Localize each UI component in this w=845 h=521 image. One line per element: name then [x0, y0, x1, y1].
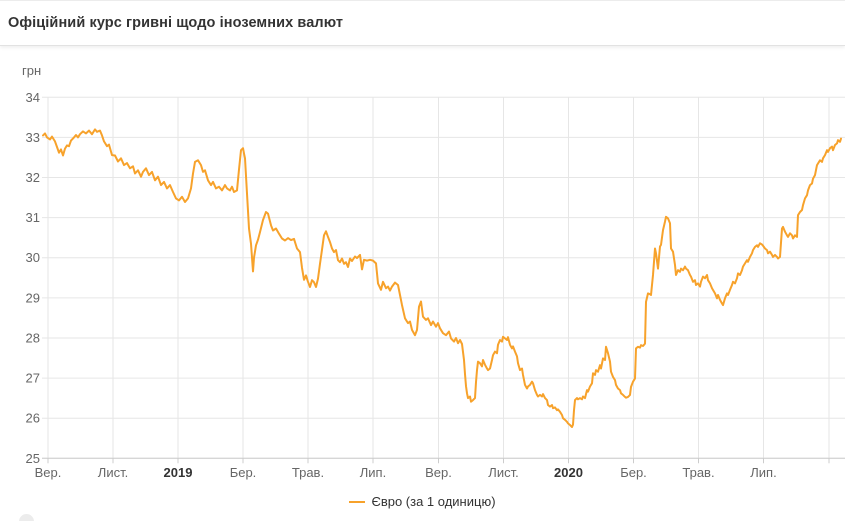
x-axis-label: Трав. [682, 465, 714, 480]
page-title: Офіційний курс гривні щодо іноземних вал… [8, 15, 344, 31]
x-axis-label: Лип. [750, 465, 776, 480]
page-header: Офіційний курс гривні щодо іноземних вал… [0, 0, 845, 46]
cutoff-corner-widget [19, 514, 34, 521]
y-axis-label: 28 [26, 330, 40, 345]
euro-series-label: Євро (за 1 одиницю) [371, 494, 496, 509]
y-axis-unit-label: грн [22, 63, 42, 78]
x-axis-label: Бер. [230, 465, 257, 480]
x-axis-label: Трав. [292, 465, 324, 480]
y-axis-label: 33 [26, 130, 40, 145]
y-axis-label: 34 [26, 90, 40, 105]
y-axis-label: 29 [26, 290, 40, 305]
legend-item-euro[interactable]: Євро (за 1 одиницю) [349, 494, 496, 509]
x-axis-label: Бер. [620, 465, 647, 480]
y-axis-label: 30 [26, 250, 40, 265]
x-axis-label: Вер. [35, 465, 62, 480]
x-axis-label: 2019 [164, 465, 193, 480]
y-axis-label: 32 [26, 170, 40, 185]
series-line-euro [42, 128, 842, 428]
x-axis-label: 2020 [554, 465, 583, 480]
x-axis-label: Лист. [488, 465, 518, 480]
y-axis-label: 26 [26, 411, 40, 426]
y-axis-label: 31 [26, 210, 40, 225]
x-axis-label: Лист. [98, 465, 128, 480]
chart-legend: Євро (за 1 одиницю) [0, 494, 845, 509]
y-axis-label: 27 [26, 371, 40, 386]
x-axis-label: Вер. [425, 465, 452, 480]
x-axis-label: Лип. [360, 465, 386, 480]
y-axis-label: 25 [26, 451, 40, 466]
euro-series-marker-icon [349, 500, 366, 503]
